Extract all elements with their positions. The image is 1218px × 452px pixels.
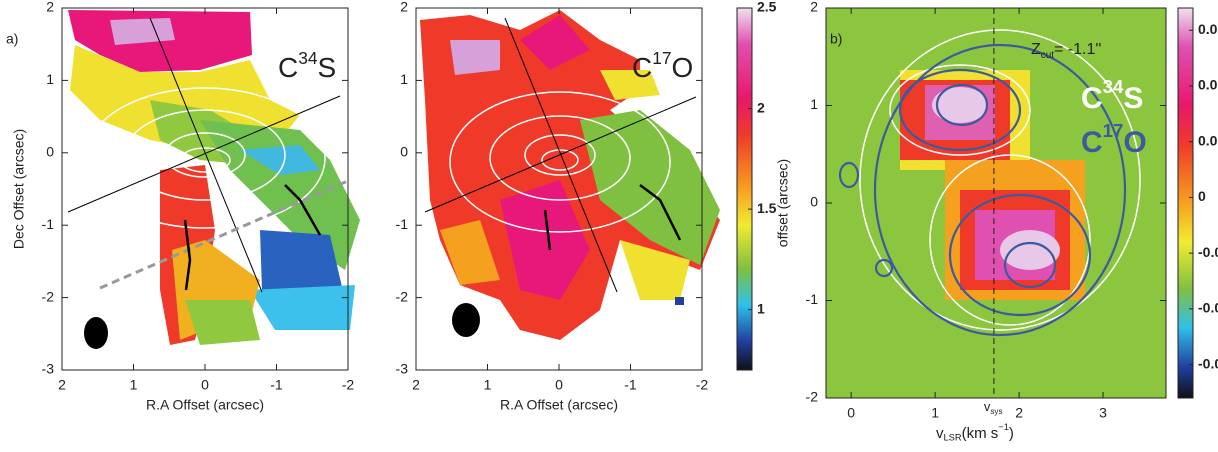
tracer-label-part: 17 [652, 47, 671, 67]
y-tick-label: 1 [46, 71, 54, 87]
colorbar-tick-label: 0.01 [1198, 132, 1218, 148]
y-tick-label: -1 [806, 291, 819, 307]
x-tick-label: 3 [1099, 405, 1107, 421]
colorbar-tick-label: 1 [757, 300, 765, 316]
legend-entry-part: C [1081, 126, 1103, 159]
x-tick-label: 1 [484, 377, 492, 393]
x-tick-label: 0 [201, 377, 209, 393]
tracer-label-part: O [672, 52, 694, 83]
y-tick-label: 0 [810, 194, 818, 210]
cut-label-part: Z [1031, 41, 1041, 58]
y-tick-label: 2 [810, 0, 818, 15]
tracer-label-part: S [318, 52, 337, 83]
x-tick-label: 1 [130, 377, 138, 393]
vsys-label-part: sys [990, 407, 1002, 416]
x-tick-label: -2 [696, 377, 709, 393]
colorbar-tick-label: -0.01 [1198, 244, 1218, 260]
y-tick-label: 2 [46, 0, 54, 15]
legend-entry-part: C [1081, 82, 1103, 115]
pv-image [826, 8, 1166, 398]
colorbar [1177, 7, 1194, 399]
x-tick-label: 2 [1015, 405, 1023, 421]
cut-label: Zcut= -1.1'' [1031, 41, 1101, 60]
cut-label-part: = -1.1'' [1054, 41, 1101, 58]
panel-label: a) [6, 31, 18, 47]
cut-label-part: cut [1041, 49, 1054, 60]
tracer-label: C17O [632, 47, 693, 83]
x-axis-label-part: LSR [944, 433, 962, 443]
colorbar-tick-label: 1.5 [757, 200, 777, 216]
x-tick-label: 2 [58, 377, 66, 393]
legend-entry-part: 34 [1103, 76, 1124, 97]
x-axis-label-part: (km s [962, 425, 999, 442]
x-axis-label: R.A Offset (arcsec) [146, 397, 264, 413]
x-axis-label-part: −1 [998, 422, 1009, 432]
tracer-label-part: C [632, 52, 652, 83]
colorbar-tick-label: 0.03 [1198, 21, 1218, 37]
y-tick-label: 0 [46, 144, 54, 160]
x-tick-label: -2 [342, 377, 355, 393]
y-tick-label: -2 [42, 288, 55, 304]
colorbar-tick-label: 0 [1198, 188, 1206, 204]
colorbar-tick-label: -0.02 [1198, 300, 1218, 316]
x-tick-label: 0 [555, 377, 563, 393]
colorbar-tick-label: 2 [757, 99, 765, 115]
legend-entry-part: O [1123, 126, 1146, 159]
x-axis-label: R.A Offset (arcsec) [500, 397, 618, 413]
x-tick-label: -1 [270, 377, 283, 393]
x-tick-label: -1 [624, 377, 637, 393]
colorbar-tick-label: -0.03 [1198, 355, 1218, 371]
y-tick-label: 0 [400, 144, 408, 160]
colorbar [736, 7, 753, 371]
y-tick-label: -3 [396, 361, 409, 377]
map-image [420, 10, 720, 340]
y-tick-label: 1 [810, 96, 818, 112]
colorbar-tick-label: 0.02 [1198, 77, 1218, 93]
x-axis-label: vLSR(km s−1) [936, 422, 1014, 443]
x-tick-label: 0 [847, 405, 855, 421]
y-tick-label: 1 [400, 71, 408, 87]
vsys-label: vsys [984, 399, 1003, 416]
panel-label: b) [830, 31, 842, 47]
y-tick-label: -1 [396, 216, 409, 232]
map-image [67, 10, 360, 349]
colorbar-tick-label: 2.5 [757, 0, 777, 15]
vsys-label-part: v [984, 399, 991, 414]
legend-entry: C17O [1081, 120, 1147, 159]
x-tick-label: 1 [931, 405, 939, 421]
legend-entry-part: S [1123, 82, 1143, 115]
y-axis-label: offset (arcsec) [775, 159, 791, 247]
y-tick-label: 2 [400, 0, 408, 15]
tracer-label-part: C [278, 52, 298, 83]
legend-entry-part: 17 [1103, 120, 1124, 141]
x-tick-label: 2 [412, 377, 420, 393]
tracer-label-part: 34 [298, 47, 318, 67]
y-tick-label: -1 [42, 216, 55, 232]
legend-entry: C34S [1081, 76, 1143, 115]
y-tick-label: -3 [42, 361, 55, 377]
y-tick-label: -2 [396, 288, 409, 304]
y-tick-label: -2 [806, 389, 819, 405]
y-axis-label: Dec Offset (arcsec) [11, 129, 27, 249]
x-axis-label-part: v [936, 425, 944, 442]
x-axis-label-part: ) [1009, 425, 1014, 442]
tracer-label: C34S [278, 47, 336, 83]
